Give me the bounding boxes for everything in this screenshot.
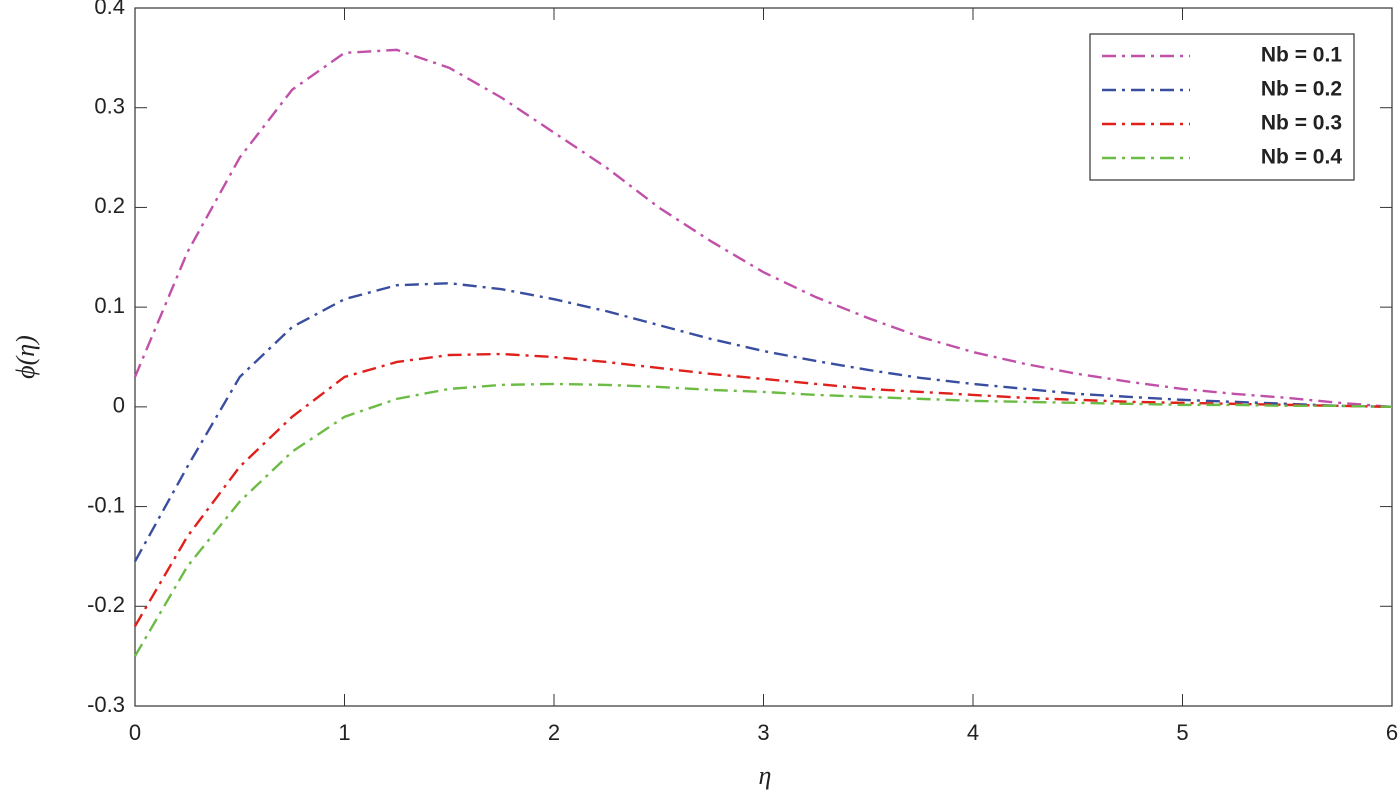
x-tick-label: 0	[129, 720, 141, 745]
legend-label: Nb = 0.2	[1261, 78, 1342, 101]
legend-label: Nb = 0.4	[1261, 146, 1342, 169]
series-line	[133, 48, 1393, 409]
y-tick-label: 0.2	[94, 193, 125, 218]
legend-label: Nb = 0.3	[1261, 112, 1342, 135]
series-line	[133, 282, 1393, 562]
x-tick-label: 6	[1386, 720, 1398, 745]
legend-box	[1089, 33, 1355, 181]
y-tick-label: 0	[113, 393, 125, 418]
y-tick-label: 0.4	[94, 0, 125, 19]
y-axis-label: ϕ(η)	[11, 335, 40, 379]
y-tick-label: -0.3	[87, 692, 125, 717]
legend-label: Nb = 0.1	[1261, 44, 1342, 67]
x-tick-label: 4	[967, 720, 979, 745]
y-tick-label: -0.1	[87, 492, 125, 517]
series-line	[133, 352, 1393, 627]
x-tick-label: 5	[1176, 720, 1188, 745]
x-axis-label: η	[759, 761, 772, 790]
x-tick-label: 1	[338, 720, 350, 745]
y-tick-label: 0.3	[94, 94, 125, 119]
y-tick-label: 0.1	[94, 293, 125, 318]
x-tick-label: 2	[548, 720, 560, 745]
x-tick-label: 3	[757, 720, 769, 745]
series-line	[133, 382, 1393, 657]
y-tick-label: -0.2	[87, 592, 125, 617]
